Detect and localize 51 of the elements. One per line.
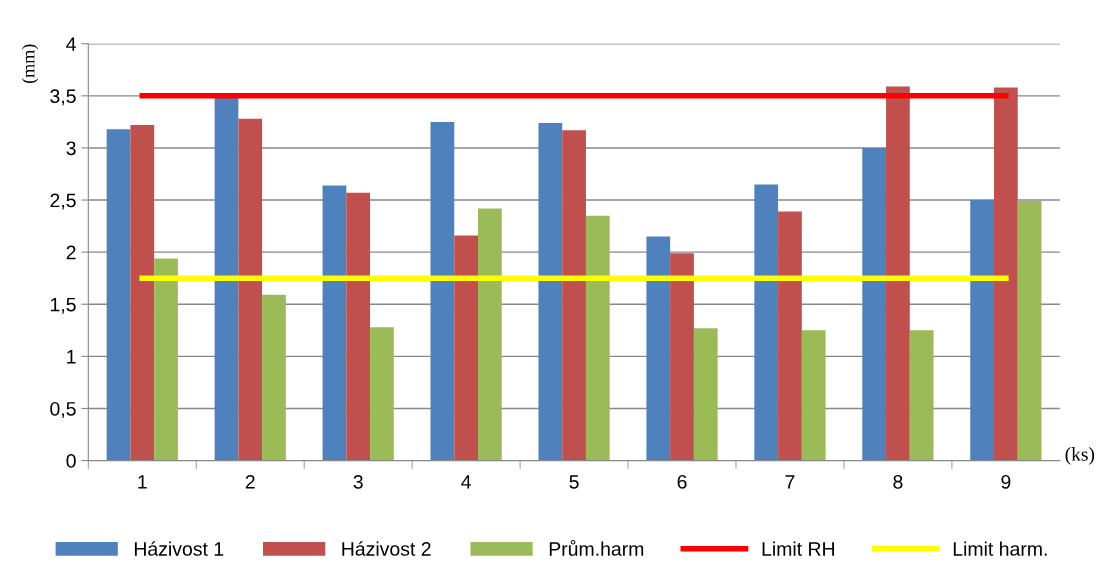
bar [562,130,586,461]
x-tick-label: 2 [245,474,255,489]
bar [585,215,610,461]
bar [478,208,502,461]
y-tick-label: 3,5 [50,89,76,106]
bar [346,192,371,461]
x-tick-label: 8 [893,474,903,489]
x-tick-label: 5 [569,475,579,489]
bar [993,87,1018,461]
y-tick-label: 0,5 [50,401,76,418]
legend-label: Prům.harm [549,539,644,556]
bar [154,258,178,461]
bar [370,327,394,461]
bar [538,122,563,461]
bar [238,118,263,461]
bar [886,86,910,461]
bar [322,185,347,461]
y-tick-label: 4 [66,37,76,51]
bar [693,328,718,461]
bar [262,294,286,461]
bar [1017,201,1042,461]
legend-label: Házivost 2 [342,541,431,556]
y-tick-label: 0 [66,454,76,468]
y-axis-title: (mm) [21,44,39,84]
bar [970,200,994,461]
x-tick-label: 7 [785,475,795,489]
bar [130,125,155,461]
x-tick-label: 6 [677,474,687,489]
legend-label: Házivost 1 [134,541,224,556]
y-tick-label: 1,5 [50,297,76,314]
bar [754,184,779,461]
bar [646,236,671,461]
x-tick-label: 9 [1001,474,1011,489]
x-tick-label: 3 [353,474,363,489]
y-tick-label: 3 [66,141,76,156]
bar [106,129,131,461]
bar [778,211,802,461]
legend-label: Limit harm. [953,541,1047,556]
x-tick-label: 1 [138,475,147,489]
bar [430,121,455,461]
bar [909,330,934,461]
bar [670,253,694,461]
y-tick-label: 2 [66,245,76,260]
y-tick-label: 1 [67,350,76,364]
y-tick-label: 2,5 [50,193,76,210]
bar [454,235,479,461]
x-axis-title: (ks) [1065,447,1095,465]
x-tick-label: 4 [461,475,471,489]
legend-label: Limit RH [762,541,835,556]
bar [862,147,887,461]
bar [801,330,826,461]
